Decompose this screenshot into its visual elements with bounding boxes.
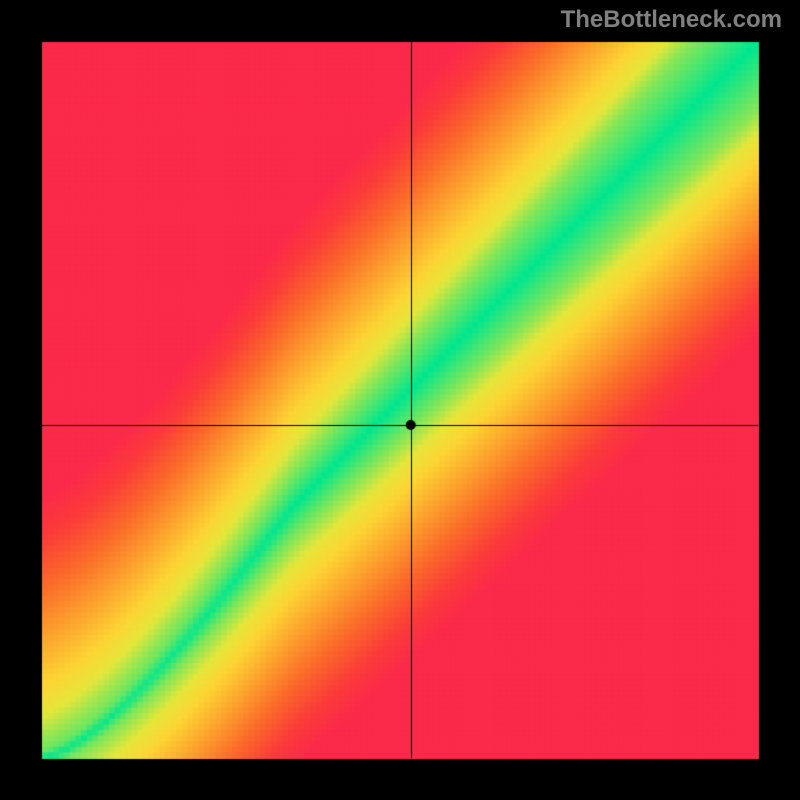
chart-container: TheBottleneck.com bbox=[0, 0, 800, 800]
bottleneck-heatmap-canvas bbox=[0, 0, 800, 800]
watermark-text: TheBottleneck.com bbox=[561, 6, 782, 34]
